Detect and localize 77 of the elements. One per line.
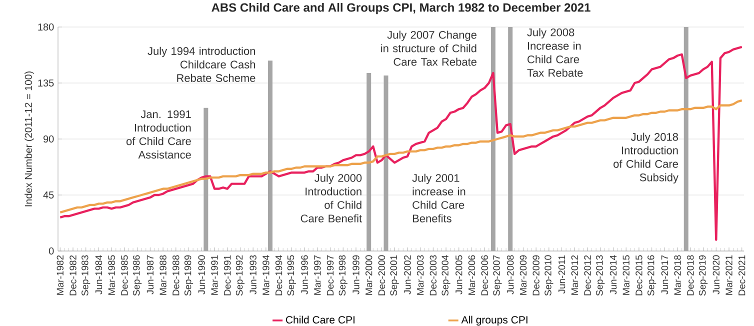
x-tick-label: Mar-1982 [56, 255, 64, 295]
x-tick-label: Mar-2003 [416, 255, 424, 295]
x-tick-label: Jun-1984 [95, 255, 102, 294]
x-tick-label: Dec-1997 [326, 255, 334, 296]
x-tick-label: Jun-2017 [661, 255, 668, 294]
x-tick-label: Dec-2015 [636, 255, 642, 296]
x-tick-label: Jun-2002 [404, 255, 411, 294]
annotation: July 2018 Introduction of Child Care Subsidy [614, 132, 678, 184]
x-tick-label: Mar-2018 [674, 255, 681, 295]
x-tick-label: Dec-2018 [687, 255, 694, 296]
x-tick-label: Jun-2005 [456, 255, 462, 294]
legend-label: All groups CPI [461, 316, 528, 326]
x-tick-label: Sep-1995 [287, 255, 296, 296]
y-tick-label: 180 [38, 23, 54, 31]
x-tick-label: Sep-2007 [493, 255, 502, 296]
y-axis-title: Index Number (2011-12 = 100) [24, 72, 34, 206]
x-tick-label: Dec-2012 [584, 255, 591, 296]
bar [490, 27, 496, 251]
annotation: Jan. 1991 Introduction of Child Care Assistance [126, 110, 191, 159]
x-tick-label: Mar-2012 [571, 255, 578, 295]
x-tick-label: Mar-2009 [520, 255, 527, 295]
x-tick-label: Jun-1993 [250, 255, 256, 294]
bar [684, 27, 688, 251]
bar [384, 76, 388, 251]
x-tick-label: Dec-2021 [738, 255, 746, 296]
x-tick-label: Sep-1989 [184, 255, 194, 296]
x-tick-label: Sep-2001 [390, 255, 399, 296]
x-tick-label: Mar-1991 [211, 255, 218, 295]
x-tick-label: Sep-1986 [133, 255, 142, 296]
x-tick-label: Dec-1982 [70, 255, 76, 296]
x-tick-label: Jun-2011 [558, 255, 566, 294]
annotation: July 2001 increase in Child Care Benefits [412, 174, 466, 222]
x-tick-label: Sep-2016 [648, 255, 656, 296]
x-tick-label: Jun-1990 [198, 255, 205, 294]
chart-title: ABS Child Care and All Groups CPI, March 1982 to December 2021 [212, 2, 590, 14]
x-tick-label: Mar-2006 [468, 255, 476, 295]
bar [204, 108, 208, 251]
x-tick-label: Sep-1998 [338, 255, 348, 296]
x-tick-label: Sep-2013 [596, 255, 605, 296]
x-tick-label: Jun-1987 [146, 255, 154, 294]
bar [366, 73, 372, 251]
x-tick-label: Sep-2004 [442, 255, 450, 296]
x-tick-label: Dec-1985 [121, 255, 128, 296]
y-tick-label: 135 [38, 79, 54, 87]
annotation: July 1994 introduction Childcare Cash Rebate Scheme [148, 46, 256, 82]
x-tick-label: Jun-2020 [712, 255, 720, 294]
legend-label: Child Care CPI [286, 316, 354, 324]
x-tick-label: Dec-2003 [430, 255, 437, 296]
x-tick-label: Sep-2019 [698, 255, 708, 296]
bar [268, 60, 272, 251]
annotation: July 2008 Increase in Child Care Tax Rebate [527, 28, 583, 77]
x-tick-label: Dec-2006 [481, 255, 488, 296]
x-tick-label: Dec-1988 [172, 255, 180, 296]
x-tick-label: Mar-1997 [314, 255, 321, 295]
annotation: July 2007 Change in structure of Child Care Tax Rebate [381, 30, 476, 66]
x-tick-label: Jun-1996 [301, 255, 308, 294]
x-tick-label: Dec-2009 [532, 255, 540, 296]
x-tick-label: Mar-2015 [622, 255, 630, 295]
x-tick-label: Sep-1992 [236, 255, 245, 296]
x-tick-label: Sep-2010 [544, 255, 554, 296]
y-tick-label: 0 [48, 247, 54, 255]
x-tick-label: Jun-2014 [610, 255, 617, 294]
x-tick-label: Dec-1991 [224, 255, 231, 296]
x-tick-label: Mar-2000 [365, 255, 372, 295]
x-tick-label: Mar-1985 [108, 255, 115, 295]
x-tick-label: Dec-2000 [378, 255, 386, 296]
x-tick-label: Jun-2008 [506, 255, 514, 294]
x-tick-label: Mar-1994 [262, 255, 270, 295]
x-tick-label: Mar-2021 [726, 255, 732, 295]
y-tick-label: 90 [43, 135, 54, 143]
x-tick-label: Mar-1988 [160, 255, 166, 295]
x-tick-label: Sep-1983 [82, 255, 90, 296]
x-tick-label: Jun-1999 [352, 255, 360, 294]
bar [508, 27, 513, 251]
x-tick-label: Dec-1994 [275, 255, 282, 296]
annotation: July 2000 Introduction of Child Care Benefit [300, 174, 362, 222]
y-tick-label: 45 [43, 192, 54, 198]
